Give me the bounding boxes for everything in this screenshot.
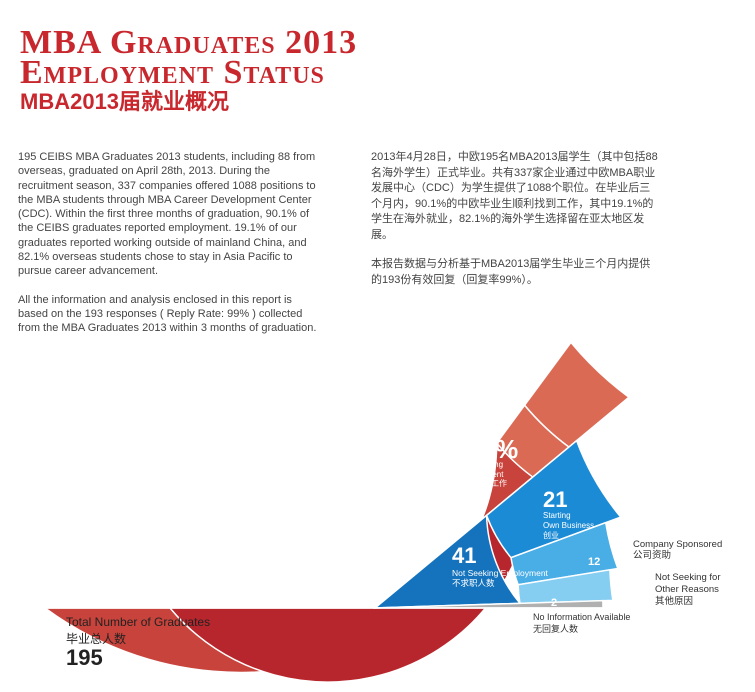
- intro-english: 195 CEIBS MBA Graduates 2013 students, i…: [18, 150, 318, 350]
- total-label-cn: 毕业总人数: [66, 632, 127, 646]
- page-title-cn: MBA2013届就业概况: [20, 89, 230, 114]
- employment-rate-label-en: Employment Rate: [320, 449, 396, 460]
- other-reasons-label-cn: 其他原因: [655, 595, 693, 607]
- other-reasons-label-en-1: Not Seeking for: [655, 572, 720, 583]
- no-information-label-cn: 无回复人数: [533, 623, 578, 634]
- not-seeking-value: 41: [452, 543, 476, 568]
- total-label-en: Total Number of Graduates: [66, 615, 211, 629]
- seeking-employment-label-cn: 求职人数: [258, 570, 302, 583]
- starting-own-business-value: 21: [543, 487, 567, 512]
- other-reasons-value: 8: [616, 573, 622, 585]
- company-sponsored-label-en: Company Sponsored: [633, 539, 722, 550]
- total-value: 195: [66, 645, 103, 670]
- starting-own-segment: [485, 439, 622, 559]
- other-reasons-label-en-2: Other Reasons: [655, 584, 719, 595]
- intro-cn-paragraph-1: 2013年4月28日，中欧195名MBA2013届学生（其中包括88名海外学生）…: [371, 151, 658, 241]
- seeking-employment-label-en: Seeking Employment: [258, 558, 362, 570]
- company-sponsored-label-cn: 公司资助: [633, 549, 671, 561]
- no-information-value: 2: [551, 597, 557, 609]
- still-seeking-label-en-2: Employment: [459, 470, 504, 479]
- still-seeking-label-en-1: Still Seeking: [459, 460, 503, 469]
- seeking-employment-value: 152: [258, 530, 298, 557]
- starting-own-business-label-en-1: Starting: [543, 511, 571, 520]
- title-line-2: Employment Status: [20, 54, 325, 91]
- employment-rate-unit: %: [296, 457, 310, 474]
- still-seeking-label-cn: 仍在寻求工作: [459, 478, 507, 488]
- starting-own-business-label-cn: 创业: [543, 530, 559, 540]
- not-seeking-label-cn: 不求职人数: [452, 578, 495, 588]
- intro-en-paragraph-1: 195 CEIBS MBA Graduates 2013 students, i…: [18, 151, 316, 278]
- employment-rate-value: 90.1: [205, 425, 302, 481]
- not-seeking-label-en: Not Seeking Employment: [452, 568, 549, 578]
- still-seeking-value: 9.9%: [459, 434, 518, 464]
- intro-chinese: 2013年4月28日，中欧195名MBA2013届学生（其中包括88名海外学生）…: [371, 150, 661, 302]
- title-line-1: MBA Graduates 2013: [20, 24, 358, 61]
- company-sponsored-value: 12: [588, 556, 600, 568]
- starting-own-business-label-en-2: Own Business: [543, 521, 594, 530]
- employment-rate-label-cn: 就业率: [320, 460, 349, 472]
- page-title: MBA Graduates 2013 Employment Status: [20, 24, 358, 91]
- intro-en-paragraph-2: All the information and analysis enclose…: [18, 293, 317, 335]
- intro-cn-paragraph-2: 本报告数据与分析基于MBA2013届学生毕业三个月内提供的193份有效回复（回复…: [371, 258, 651, 286]
- no-information-label-en: No Information Available: [533, 612, 630, 622]
